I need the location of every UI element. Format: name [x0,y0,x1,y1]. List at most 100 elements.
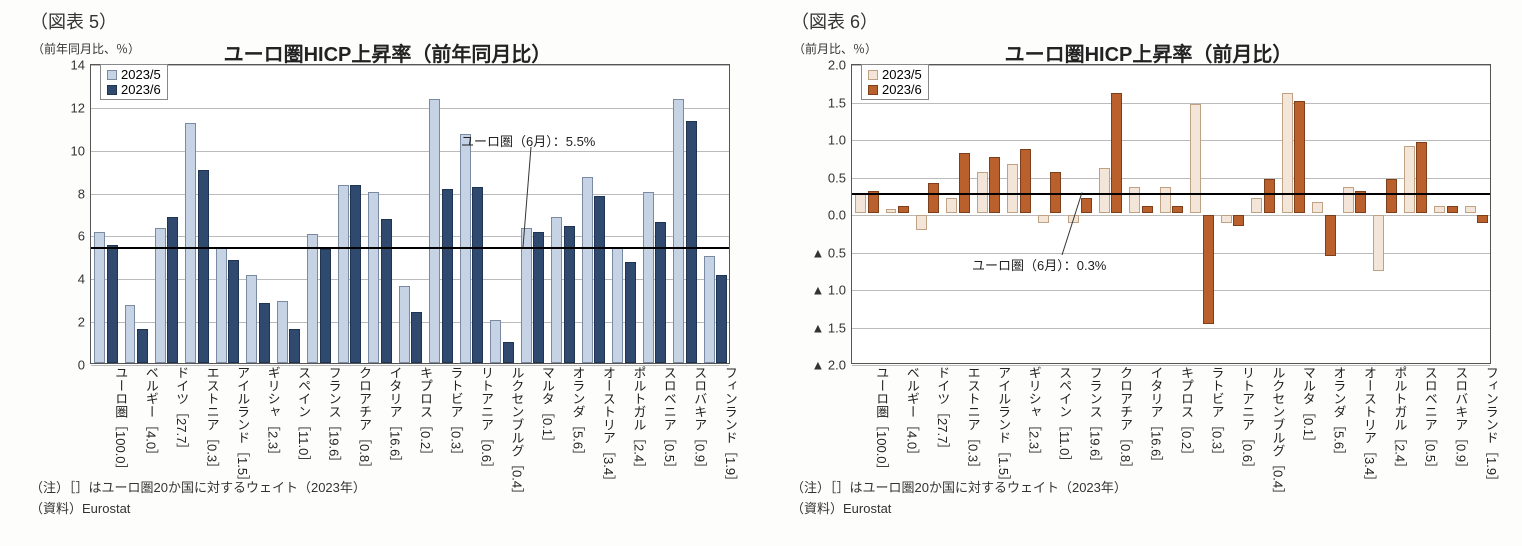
bar [411,312,422,363]
y-tick-label: 8 [35,186,91,201]
bar [338,185,349,363]
x-tick-label: エストニア［0.3］ [203,366,222,475]
bar [855,194,866,213]
x-tick-label: スロバキア［0.9］ [1451,366,1470,475]
x-tick-label: ドイツ［27.7］ [933,366,952,456]
bar [167,217,178,363]
bar [1404,146,1415,214]
bar [1343,187,1354,213]
bar [1203,215,1214,324]
figure-label: （図表 6） [791,8,1506,34]
x-tick-label: ギリシャ［2.3］ [264,366,283,462]
x-tick-label: クロアチア［0.8］ [1116,366,1135,475]
bar [1129,187,1140,213]
bar [198,170,209,363]
plot-area: ▲ 2.0▲ 1.5▲ 1.0▲ 0.50.00.51.01.52.0 ユーロ圏… [851,64,1491,364]
reference-line [91,247,729,249]
x-tick-label: スロベニア［0.5］ [660,366,679,475]
y-tick-label: 14 [35,58,91,73]
bar [1038,215,1049,223]
x-tick-label: オランダ［5.6］ [1329,366,1348,462]
x-axis-labels: ユーロ圏［100.0］ベルギー［4.0］ドイツ［27.7］エストニア［0.3］ア… [851,366,1491,506]
x-tick-label: ギリシャ［2.3］ [1025,366,1044,462]
bar [673,99,684,363]
bar [625,262,636,363]
bar [259,303,270,363]
chart-title: ユーロ圏HICP上昇率（前月比） [791,38,1506,67]
bar [898,206,909,214]
bar [1447,206,1458,214]
legend-item: 2023/5 [868,67,922,82]
bar [216,247,227,363]
bar [989,157,1000,213]
x-tick-label: マルタ［0.1］ [1299,366,1318,449]
bar [704,256,715,363]
y-tick-label: 0 [35,358,91,373]
x-tick-label: イタリア［16.6］ [1147,366,1166,469]
bar [959,153,970,213]
reference-annotation: ユーロ圏（6月）：5.5% [461,131,595,150]
y-tick-label: 4 [35,272,91,287]
bar [490,320,501,363]
x-axis-labels: ユーロ圏［100.0］ベルギー［4.0］ドイツ［27.7］エストニア［0.3］ア… [90,366,730,506]
bar [107,245,118,363]
x-tick-label: ポルトガル［2.4］ [629,366,648,475]
reference-annotation: ユーロ圏（6月）：0.3% [972,255,1106,274]
x-tick-label: スペイン［11.0］ [294,366,313,468]
x-tick-label: フィンランド［1.9］ [721,366,740,488]
y-tick-label: 2 [35,315,91,330]
bar [1386,179,1397,213]
legend-item: 2023/6 [868,82,922,97]
bar [551,217,562,363]
bar [289,329,300,363]
figure-label: （図表 5） [30,8,745,34]
bar [307,234,318,363]
legend-label: 2023/6 [121,82,161,97]
y-tick-label: 0.0 [796,208,852,223]
bar [125,305,136,363]
x-tick-label: スロベニア［0.5］ [1421,366,1440,475]
x-tick-label: ルクセンブルグ［0.4］ [1268,366,1287,501]
y-tick-label: ▲ 2.0 [796,358,852,373]
y-tick-label: 1.0 [796,133,852,148]
x-tick-label: ポルトガル［2.4］ [1390,366,1409,475]
x-tick-label: エストニア［0.3］ [964,366,983,475]
x-tick-label: リトアニア［0.6］ [477,366,496,475]
legend: 2023/52023/6 [861,64,929,100]
bar [1099,168,1110,213]
x-tick-label: イタリア［16.6］ [386,366,405,469]
y-tick-label: 6 [35,229,91,244]
bar [594,196,605,363]
bar [928,183,939,213]
x-tick-label: ラトビア［0.3］ [1207,366,1226,462]
bar [350,185,361,363]
legend-swatch [868,85,878,95]
y-tick-label: ▲ 1.5 [796,320,852,335]
x-tick-label: オランダ［5.6］ [568,366,587,462]
x-tick-label: オーストリア［3.4］ [1360,366,1379,488]
bar [1312,202,1323,213]
bar [1068,215,1079,223]
bar [1111,93,1122,213]
x-tick-label: アイルランド［1.5］ [994,366,1013,488]
legend-item: 2023/6 [107,82,161,97]
x-tick-label: マルタ［0.1］ [538,366,557,449]
bar [686,121,697,363]
x-tick-label: フィンランド［1.9］ [1482,366,1501,488]
bar [1282,93,1293,213]
bar [1416,142,1427,213]
bar [246,275,257,363]
bar [381,219,392,363]
chart-6: （前月比、％） ユーロ圏HICP上昇率（前月比） 2023/52023/6 ▲ … [791,36,1506,476]
bar [429,99,440,363]
x-tick-label: ユーロ圏［100.0］ [872,366,891,477]
x-tick-label: スロバキア［0.9］ [690,366,709,475]
x-tick-label: クロアチア［0.8］ [355,366,374,475]
x-tick-label: フランス［19.6］ [1086,366,1105,469]
bar [503,342,514,363]
y-tick-label: ▲ 0.5 [796,245,852,260]
x-tick-label: ルクセンブルグ［0.4］ [507,366,526,501]
bar [1190,104,1201,213]
bar [137,329,148,363]
bar [472,187,483,363]
